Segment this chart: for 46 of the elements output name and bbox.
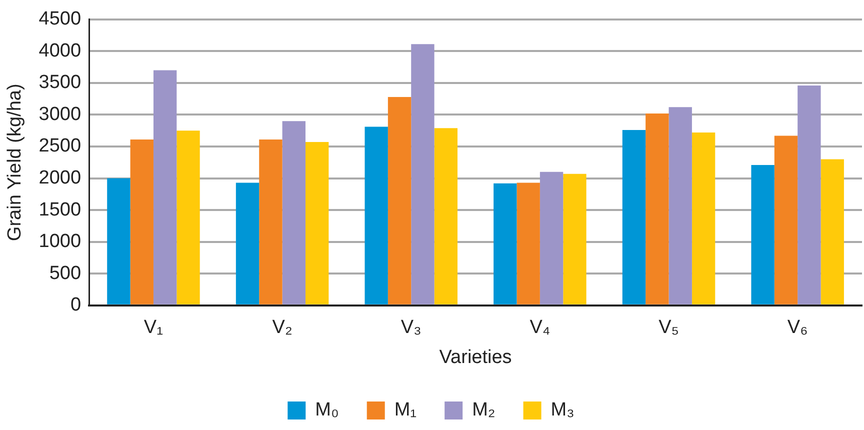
bar — [494, 183, 517, 304]
y-tick-label: 1000 — [38, 231, 82, 252]
bar — [434, 128, 458, 304]
bar — [259, 140, 282, 304]
bar — [820, 159, 844, 304]
x-tick-label: V₄ — [530, 317, 550, 338]
bar — [774, 136, 798, 304]
y-tick-label: 3000 — [38, 104, 82, 125]
bar — [364, 126, 388, 304]
y-tick-label: 1500 — [38, 199, 82, 220]
bar — [282, 121, 306, 304]
bar — [692, 132, 716, 304]
bar — [153, 70, 177, 304]
bar — [388, 96, 412, 304]
legend-label: M₀ — [315, 400, 339, 421]
bar — [540, 172, 564, 304]
bar — [176, 130, 200, 304]
y-tick-label: 4000 — [38, 40, 82, 62]
bar — [646, 113, 669, 304]
bar — [622, 130, 646, 304]
y-tick-label: 500 — [49, 262, 82, 284]
bar — [751, 164, 774, 304]
x-tick-label: V₆ — [787, 317, 808, 338]
bar — [798, 86, 821, 304]
bar — [107, 178, 130, 304]
y-axis-title: Grain Yield (kg/ha) — [4, 84, 26, 242]
bar — [516, 182, 540, 304]
legend-label: M₃ — [550, 400, 574, 421]
bar — [668, 107, 692, 304]
x-tick-label: V₂ — [272, 317, 292, 338]
y-tick-label: 3500 — [38, 72, 82, 94]
bar — [563, 174, 586, 304]
y-tick-label: 0 — [70, 294, 82, 316]
bar — [236, 182, 260, 304]
x-axis-title: Varieties — [439, 346, 512, 368]
bar — [305, 142, 329, 304]
x-tick-label: V₁ — [144, 317, 164, 338]
legend-label: M₁ — [394, 400, 417, 421]
y-tick-label: 2000 — [38, 168, 82, 189]
bar — [130, 140, 154, 304]
legend-label: M₂ — [472, 400, 496, 421]
y-tick-label: 4500 — [38, 8, 82, 30]
x-tick-label: V₃ — [400, 317, 422, 338]
y-tick-label: 2500 — [38, 136, 82, 157]
x-tick-label: V₅ — [658, 317, 679, 338]
bar — [411, 44, 434, 304]
